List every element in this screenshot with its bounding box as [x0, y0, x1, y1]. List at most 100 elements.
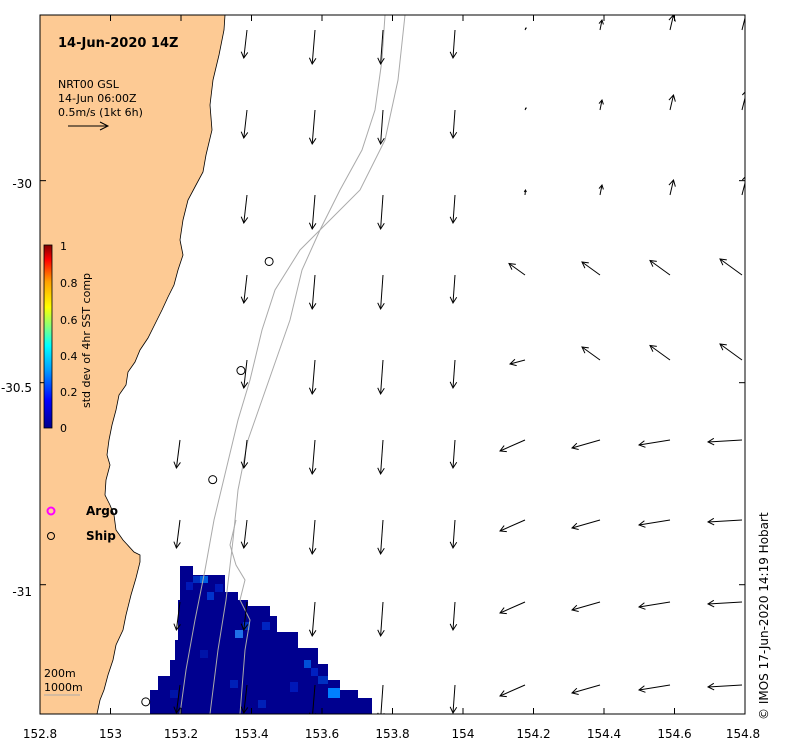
current-arrow-head — [571, 522, 579, 531]
x-tick-label: 153 — [99, 727, 122, 741]
colorbar: 1 0.8 0.6 0.4 0.2 0 std dev of 4hr SST c… — [43, 240, 93, 435]
current-arrow-head — [377, 629, 385, 638]
current-arrow — [581, 261, 601, 276]
current-arrow-head — [308, 547, 317, 556]
current-arrow-head — [499, 690, 507, 698]
current-scale-key: NRT00 GSL 14-Jun 06:00Z 0.5m/s (1kt 6h) — [58, 78, 143, 131]
current-arrow — [599, 19, 603, 31]
current-arrow — [380, 684, 384, 714]
current-arrow — [581, 346, 601, 361]
current-arrow — [452, 439, 456, 469]
colorbar-tick: 0 — [60, 422, 67, 435]
current-arrow — [243, 274, 248, 304]
x-tick-label: 154.8 — [726, 727, 760, 741]
current-arrow — [649, 260, 671, 276]
current-arrow — [243, 684, 248, 714]
land-mass — [39, 14, 226, 715]
current-arrow-head — [240, 131, 249, 140]
current-arrow — [452, 194, 456, 224]
ship-marker-icon — [47, 532, 55, 540]
current-arrow — [175, 684, 181, 714]
current-arrow — [508, 263, 526, 276]
x-tick-label: 154.4 — [587, 727, 621, 741]
x-tick-label: 152.8 — [23, 727, 57, 741]
current-arrow-head — [741, 91, 745, 96]
current-arrow-head — [523, 188, 527, 193]
current-time: 14-Jun 06:00Z — [58, 92, 137, 105]
current-arrow — [452, 359, 456, 389]
current-arrow-head — [719, 343, 727, 351]
current-arrow-head — [668, 93, 676, 102]
current-arrow-head — [449, 131, 458, 140]
current-arrow — [452, 601, 456, 631]
current-arrow — [311, 109, 316, 145]
current-arrow — [707, 519, 743, 523]
current-arrow-head — [649, 259, 657, 267]
current-arrow — [719, 258, 743, 276]
current-arrow-head — [571, 687, 579, 696]
current-arrow-head — [637, 685, 646, 693]
current-arrow — [380, 601, 384, 637]
x-tick-label: 153.2 — [164, 727, 198, 741]
current-arrow — [452, 519, 456, 549]
current-arrow — [175, 519, 181, 549]
current-arrow-head — [742, 15, 744, 16]
x-tick-label: 154.2 — [516, 727, 550, 741]
current-arrow — [380, 194, 384, 230]
current-arrow — [380, 29, 384, 65]
current-arrow — [638, 684, 671, 691]
current-arrow — [452, 684, 456, 714]
current-arrow-head — [173, 461, 181, 470]
x-tick-label: 154 — [452, 727, 475, 741]
current-arrow — [311, 519, 316, 555]
ship-positions — [141, 256, 274, 707]
current-arrow — [311, 439, 316, 475]
current-arrow — [243, 519, 248, 549]
current-arrow-head — [377, 302, 385, 311]
current-vectors — [173, 15, 745, 714]
current-arrow-head — [308, 302, 317, 311]
current-arrow-head — [524, 107, 527, 110]
current-arrow — [243, 359, 248, 389]
current-arrow-head — [449, 296, 458, 305]
current-arrow-head — [508, 262, 516, 270]
x-axis-labels: 152.8 153 153.2 153.4 153.6 153.8 154 15… — [23, 727, 760, 741]
current-arrow-head — [706, 517, 715, 526]
current-arrow — [243, 194, 248, 224]
colorbar-tick: 0.8 — [60, 277, 78, 290]
y-tick-label: -30 — [12, 177, 32, 191]
ship-label: Ship — [86, 529, 116, 543]
current-arrow — [311, 601, 316, 637]
current-arrow-head — [240, 706, 249, 714]
current-arrow — [599, 99, 603, 111]
current-arrow-head — [637, 602, 646, 610]
current-arrow-head — [668, 178, 676, 187]
current-source: NRT00 GSL — [58, 78, 120, 91]
current-arrow — [719, 343, 743, 361]
colorbar-tick: 0.2 — [60, 386, 78, 399]
current-arrow — [599, 184, 603, 196]
map-title: 14-Jun-2020 14Z — [58, 36, 178, 51]
colorbar-label: std dev of 4hr SST comp — [80, 273, 93, 408]
y-tick-label: -31 — [12, 585, 32, 599]
current-arrow-head — [706, 682, 715, 691]
current-arrow — [311, 359, 316, 395]
ship-position-marker — [264, 256, 274, 266]
current-arrow-head — [377, 387, 385, 396]
current-arrow-head — [449, 51, 458, 60]
axis-ticks — [39, 15, 746, 714]
current-arrow — [312, 684, 316, 714]
current-arrow — [452, 29, 456, 59]
contour-1000m — [179, 15, 406, 714]
current-arrow-head — [637, 440, 646, 448]
current-arrow-head — [240, 381, 249, 390]
current-arrow-head — [173, 541, 181, 550]
current-arrow-head — [308, 137, 317, 146]
current-arrow — [243, 109, 248, 139]
current-arrow-head — [308, 222, 317, 231]
x-tick-label: 154.6 — [657, 727, 691, 741]
current-arrow — [707, 684, 743, 688]
current-arrow — [452, 274, 456, 304]
current-arrow-head — [240, 541, 249, 550]
current-arrow-head — [524, 27, 527, 30]
